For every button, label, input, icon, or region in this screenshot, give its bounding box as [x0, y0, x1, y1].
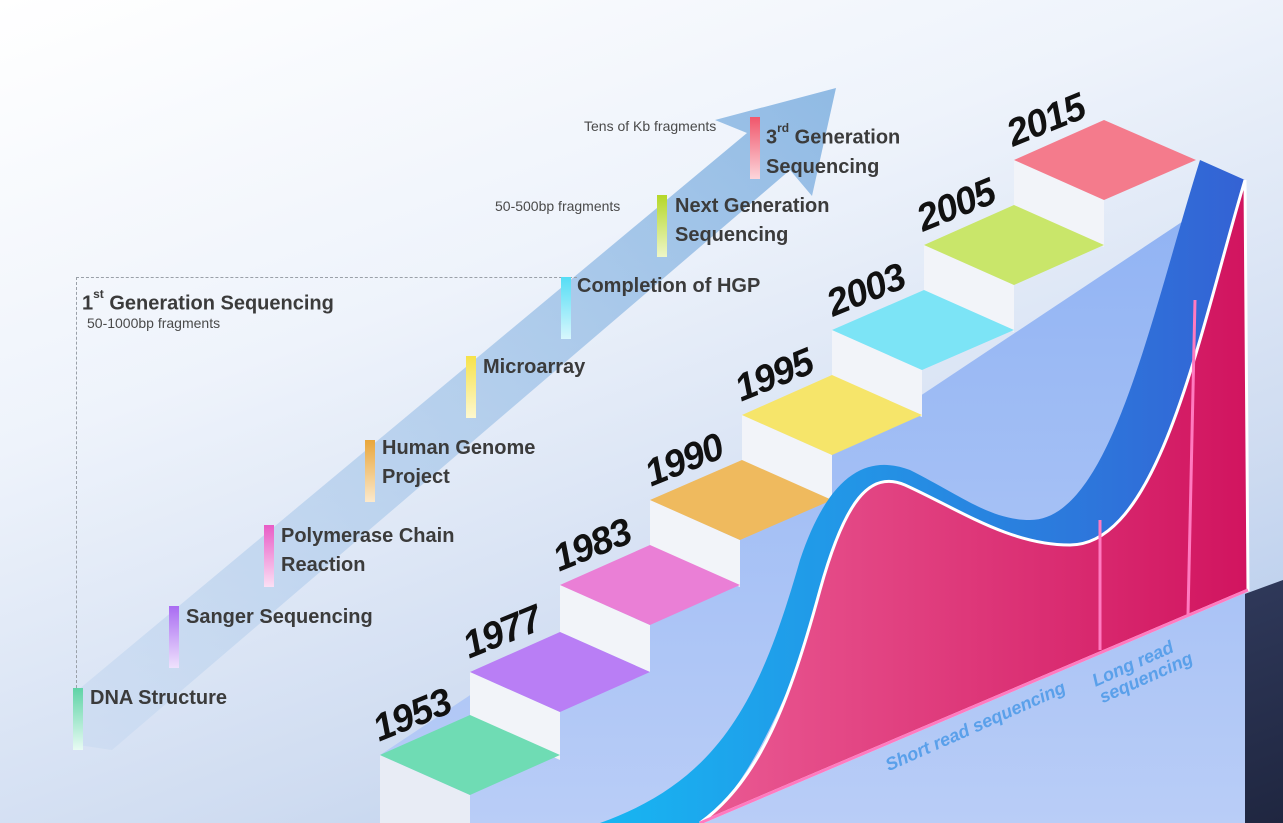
milestone-next-generation-sequencing: Next Generation Sequencing [675, 195, 830, 246]
dna-structure-bar [73, 688, 83, 750]
milestone-human-genome-project: Human Genome Project [382, 437, 536, 488]
hgp-bar [365, 440, 375, 502]
microarray-bar [466, 356, 476, 418]
milestone-pcr: Polymerase Chain Reaction [281, 525, 455, 576]
milestone-sanger-sequencing: Sanger Sequencing [186, 606, 373, 628]
hgp-completion-bar [561, 277, 571, 339]
first-generation-title: 1st Generation Sequencing [82, 287, 334, 315]
ngs-bar [657, 195, 667, 257]
sanger-bar [169, 606, 179, 668]
third-gen-bar [750, 117, 760, 179]
long-read-wave-pink [699, 179, 1250, 823]
first-generation-bracket [76, 277, 577, 688]
ngs-fragment-note: 50-500bp fragments [495, 198, 621, 214]
third-gen-fragment-note: Tens of Kb fragments [584, 118, 717, 134]
milestone-third-generation-sequencing: 3rd Generation Sequencing [766, 121, 901, 178]
milestone-dna-structure: DNA Structure [90, 687, 228, 709]
milestone-completion-of-hgp: Completion of HGP [577, 275, 761, 297]
first-generation-note: 50-1000bp fragments [87, 315, 221, 331]
pcr-bar [264, 525, 274, 587]
milestone-microarray: Microarray [483, 356, 586, 378]
short-read-wave-blue [600, 160, 1245, 823]
